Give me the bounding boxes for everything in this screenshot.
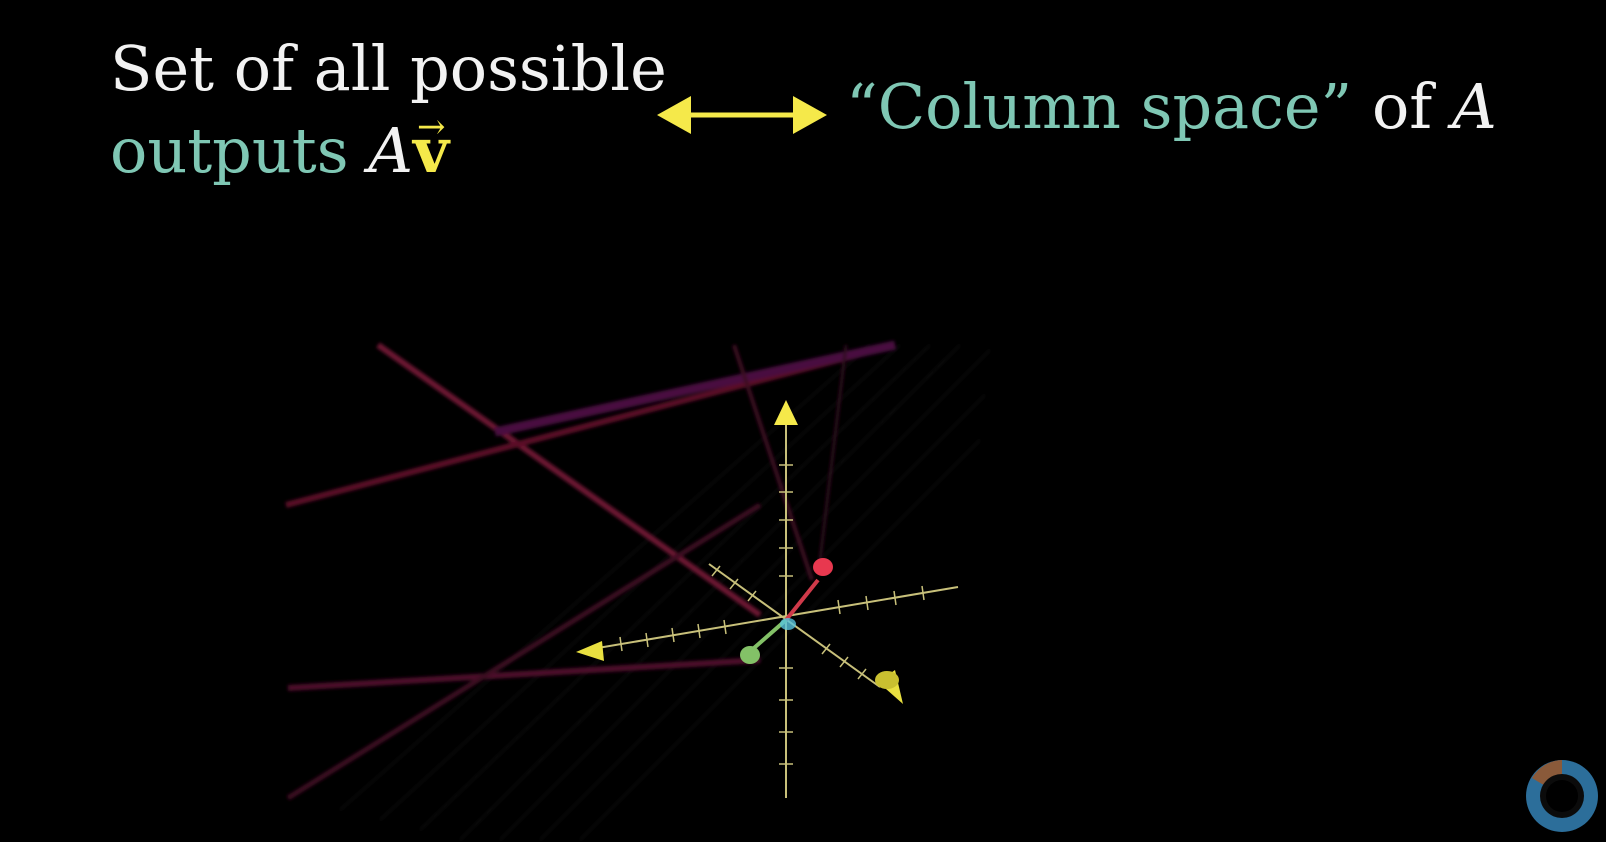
column-space-caption: “Column space” of A: [846, 76, 1497, 138]
column-space-term: “Column space”: [846, 70, 1353, 143]
connector-of: of: [1371, 70, 1433, 143]
logo-icon: [1526, 760, 1598, 832]
caption-line-1: Set of all possible: [110, 38, 667, 100]
plane-grid: [339, 344, 991, 841]
axis-arrowhead-up: [774, 400, 798, 425]
axis-arrowhead-front: [875, 670, 903, 704]
matrix-symbol-a: A: [368, 114, 414, 187]
vector-arrow-accent: →: [417, 107, 446, 147]
outputs-label: outputs: [110, 114, 349, 187]
red-basis-vector: [784, 558, 833, 622]
caption-line-2: outputs Av →: [110, 107, 450, 187]
axes: [585, 425, 959, 798]
caption-line-1-text: Set of all possible: [110, 32, 667, 105]
vector-v-symbol: v →: [413, 107, 450, 187]
red-grid-lines: [285, 340, 896, 801]
axis-arrowhead-left: [576, 641, 604, 661]
blue-basis-vector: [780, 618, 796, 630]
axis-ticks: [619, 464, 925, 765]
double-arrow-icon: [657, 96, 827, 134]
matrix-a-label: A: [1451, 70, 1497, 143]
